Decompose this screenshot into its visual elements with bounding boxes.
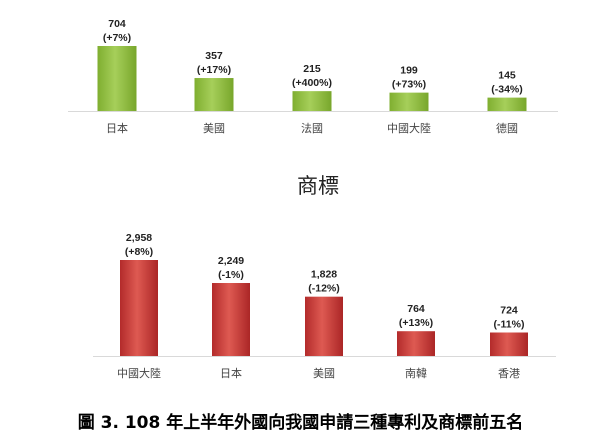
trademark-category-label-2: 日本 xyxy=(220,366,242,380)
patent-change-label-5: (-34%) xyxy=(491,84,523,96)
trademark-change-label-4: (+13%) xyxy=(399,317,433,329)
trademark-value-label-2: 2,249 xyxy=(218,255,244,267)
trademark-bar-5 xyxy=(490,332,528,356)
patent-category-label-3: 法國 xyxy=(301,121,323,135)
trademark-value-label-1: 2,958 xyxy=(126,232,152,244)
trademark-change-label-5: (-11%) xyxy=(494,319,525,331)
patent-bar-3 xyxy=(292,91,332,111)
patent-value-label-3: 215 xyxy=(303,63,321,75)
trademark-value-label-3: 1,828 xyxy=(311,269,337,281)
trademark-chart-title: 商標 xyxy=(297,174,339,198)
patent-change-label-2: (+17%) xyxy=(197,64,231,76)
patent-change-label-3: (+400%) xyxy=(292,77,332,89)
patent-bar-1 xyxy=(97,46,137,111)
patent-value-label-5: 145 xyxy=(498,70,516,82)
patent-category-label-2: 美國 xyxy=(203,122,225,135)
patent-bar-5 xyxy=(487,97,527,111)
trademark-bar-4 xyxy=(397,331,435,356)
patent-change-label-4: (+73%) xyxy=(392,79,426,91)
trademark-change-label-1: (+8%) xyxy=(125,246,153,258)
trademark-value-label-4: 764 xyxy=(407,303,425,315)
trademark-change-label-3: (-12%) xyxy=(308,283,340,295)
trademark-category-label-3: 美國 xyxy=(313,367,335,380)
patent-value-label-2: 357 xyxy=(205,50,223,62)
patent-category-label-1: 日本 xyxy=(106,121,128,135)
trademark-bar-3 xyxy=(305,296,343,356)
trademark-bar-2 xyxy=(212,283,250,356)
patent-change-label-1: (+7%) xyxy=(103,32,131,44)
patent-chart: 704 (+7%) 日本 357 (+17%) 美國 215 (+400%) 法國 199 (+73… xyxy=(68,18,558,135)
patent-category-label-4: 中國大陸 xyxy=(387,121,431,135)
patent-value-label-1: 704 xyxy=(108,18,126,30)
patent-bar-4 xyxy=(389,92,429,111)
figure-caption: 圖 3. 108 年上半年外國向我國申請三種專利及商標前五名 xyxy=(77,413,524,433)
patent-bar-2 xyxy=(194,78,234,111)
trademark-value-label-5: 724 xyxy=(500,305,518,317)
trademark-category-label-4: 南韓 xyxy=(405,367,427,380)
trademark-change-label-2: (-1%) xyxy=(218,269,244,281)
trademark-category-label-5: 香港 xyxy=(498,367,520,380)
trademark-chart: 商標 2,958 (+8%) 中國大陸 2,249 (-1%) 日本 1,828 (-12%)… xyxy=(93,174,556,380)
trademark-category-label-1: 中國大陸 xyxy=(117,366,161,380)
patent-category-label-5: 德國 xyxy=(496,121,518,135)
patent-value-label-4: 199 xyxy=(400,65,418,77)
trademark-bar-1 xyxy=(120,260,158,356)
